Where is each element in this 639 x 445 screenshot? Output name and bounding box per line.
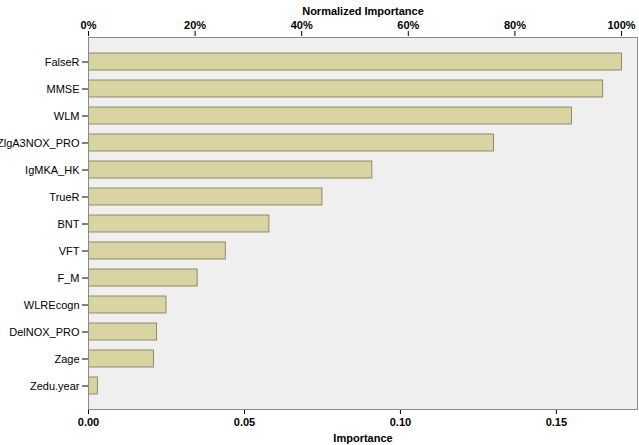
svg-text:WLM: WLM xyxy=(54,110,80,122)
svg-text:TrueR: TrueR xyxy=(49,191,79,203)
svg-text:VFT: VFT xyxy=(59,245,80,257)
svg-text:WLREcogn: WLREcogn xyxy=(24,299,80,311)
svg-text:Zedu.year: Zedu.year xyxy=(30,380,80,392)
svg-text:ZlgA3NOX_PRO: ZlgA3NOX_PRO xyxy=(0,137,80,149)
svg-text:F_M: F_M xyxy=(58,272,80,284)
svg-text:DelNOX_PRO: DelNOX_PRO xyxy=(9,326,80,338)
svg-text:BNT: BNT xyxy=(58,218,80,230)
svg-text:0.10: 0.10 xyxy=(390,416,411,428)
svg-text:Zage: Zage xyxy=(54,353,79,365)
svg-text:40%: 40% xyxy=(291,19,313,31)
svg-text:0%: 0% xyxy=(81,19,97,31)
svg-text:80%: 80% xyxy=(504,19,526,31)
svg-text:Importance: Importance xyxy=(333,432,392,444)
svg-text:MMSE: MMSE xyxy=(47,83,80,95)
svg-text:100%: 100% xyxy=(607,19,635,31)
svg-text:60%: 60% xyxy=(397,19,419,31)
svg-text:FalseR: FalseR xyxy=(45,56,80,68)
svg-text:0.00: 0.00 xyxy=(78,416,99,428)
svg-text:20%: 20% xyxy=(184,19,206,31)
svg-text:IgMKA_HK: IgMKA_HK xyxy=(25,164,80,176)
svg-text:Normalized Importance: Normalized Importance xyxy=(302,5,424,17)
svg-text:0.15: 0.15 xyxy=(546,416,567,428)
svg-text:0.05: 0.05 xyxy=(234,416,255,428)
